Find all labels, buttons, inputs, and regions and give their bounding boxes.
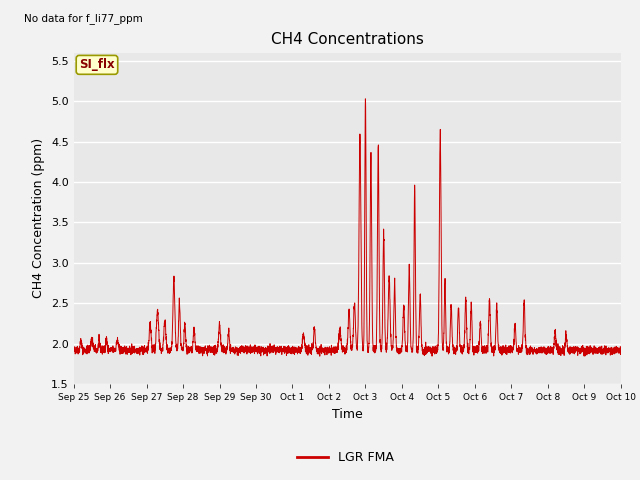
Legend: LGR FMA: LGR FMA	[292, 446, 399, 469]
Text: No data for f_li77_ppm: No data for f_li77_ppm	[24, 13, 143, 24]
X-axis label: Time: Time	[332, 408, 363, 420]
Title: CH4 Concentrations: CH4 Concentrations	[271, 33, 424, 48]
Text: SI_flx: SI_flx	[79, 59, 115, 72]
Y-axis label: CH4 Concentration (ppm): CH4 Concentration (ppm)	[33, 138, 45, 299]
